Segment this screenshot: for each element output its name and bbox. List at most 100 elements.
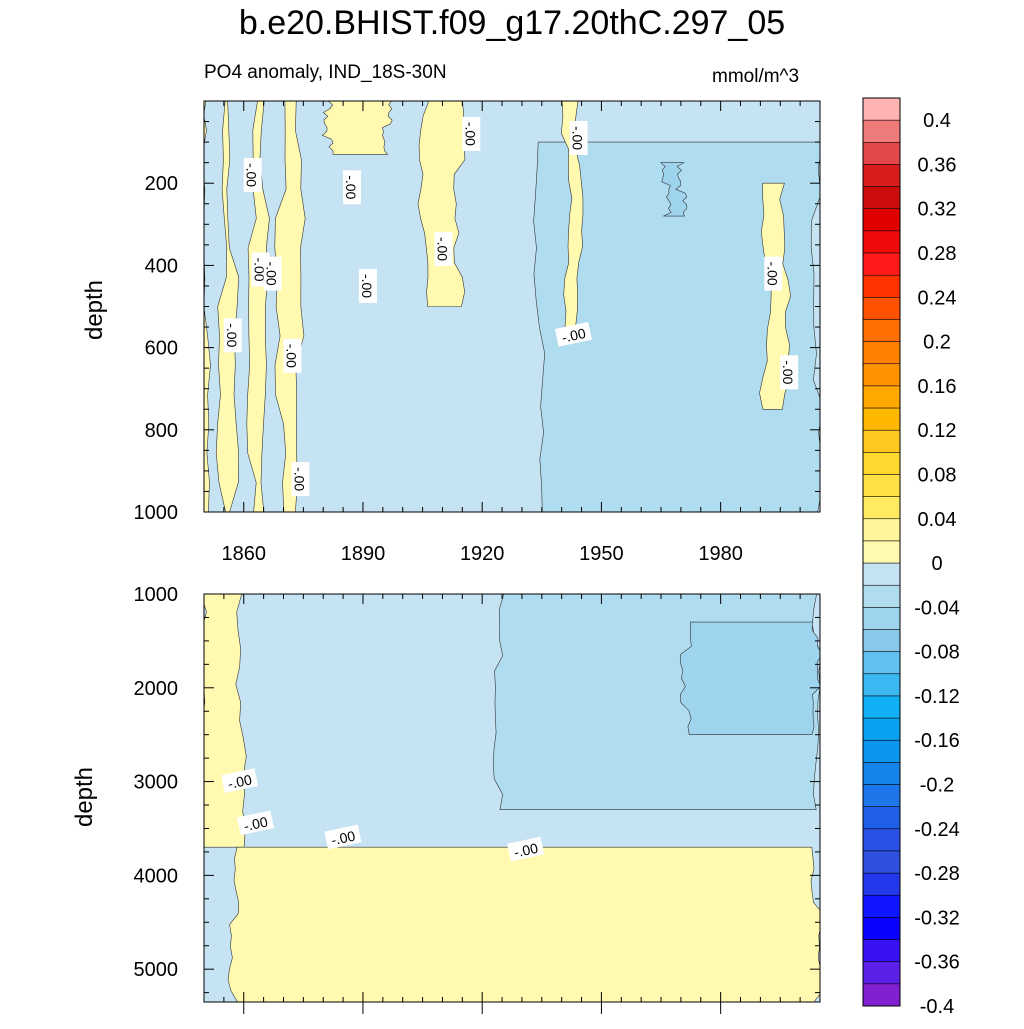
- x-tick-label: 1890: [341, 543, 386, 565]
- colorbar-tick-label: 0.32: [918, 199, 957, 221]
- colorbar-swatch: [862, 518, 901, 542]
- colorbar-tick-label: 0.28: [918, 243, 957, 265]
- colorbar-tick-label: 0: [931, 553, 942, 575]
- colorbar-swatch: [862, 119, 901, 143]
- bottom-plot-frame: [203, 593, 821, 1003]
- contour-label: -.00: [324, 824, 362, 850]
- contour-label-bg: [569, 121, 588, 155]
- colorbar-swatch: [862, 894, 901, 918]
- top-y-axis-label: depth: [81, 279, 108, 341]
- top-y-tick-label: 1000: [134, 502, 179, 524]
- bottom-field: [204, 594, 820, 1002]
- colorbar-frame: [862, 97, 901, 1007]
- contour-label: -.00: [223, 318, 242, 353]
- colorbar-swatch: [862, 784, 901, 808]
- x-tick-label: 1980: [698, 543, 743, 565]
- units-label: mmol/m^3: [712, 66, 800, 87]
- colorbar-swatch: [862, 186, 901, 210]
- colorbar-swatch: [862, 584, 901, 608]
- bottom-contour-region: [227, 846, 820, 1002]
- x-tick-label: 1920: [460, 543, 505, 565]
- top-y-tick-label: 400: [145, 255, 178, 277]
- colorbar-swatch: [862, 850, 901, 874]
- top-panel: 1860 1890 1920 1950 1980 200 400 600 800 1000 -.00…: [134, 100, 821, 565]
- colorbar-swatch: [862, 496, 901, 520]
- contour-label: -.00: [554, 321, 592, 347]
- contour-label-bg: [243, 158, 262, 192]
- colorbar-swatch: [862, 297, 901, 320]
- colorbar-swatch: [862, 319, 901, 343]
- colorbar-swatch: [862, 474, 901, 498]
- top-contour-region: [417, 101, 466, 307]
- contour-label: -.00: [236, 810, 274, 836]
- contour-label-text: -.00: [780, 360, 796, 384]
- bottom-contour-region: [679, 621, 820, 736]
- figure-title: b.e20.BHIST.f09_g17.20thC.297_05: [238, 4, 786, 42]
- top-contour-region: [533, 141, 820, 512]
- colorbar-swatch: [862, 385, 901, 409]
- contour-label-text: -.00: [291, 467, 307, 491]
- contour-label: -.00: [283, 338, 302, 373]
- contour-label-text: -.00: [359, 274, 375, 298]
- colorbar-tick-label: 0.24: [918, 287, 957, 309]
- colorbar-tick-label: -0.36: [914, 952, 960, 974]
- colorbar-swatch: [862, 762, 901, 786]
- contour-label: -.00: [434, 232, 453, 266]
- top-y-tick-label: 600: [145, 338, 178, 360]
- contour-label-bg: [223, 318, 242, 353]
- contour-label-text: -.00: [330, 828, 357, 849]
- bottom-panel: 1000 2000 3000 4000 5000 -.00 -.00 -.00 -.00: [134, 584, 821, 1014]
- colorbar-swatch: [862, 363, 901, 387]
- colorbar-swatch: [862, 739, 901, 763]
- contour-label-text: -.00: [226, 771, 253, 792]
- colorbar-tick-label: -0.04: [914, 597, 960, 619]
- colorbar-swatch: [862, 983, 901, 1007]
- colorbar-swatch: [862, 540, 901, 564]
- contour-label: -.00: [221, 768, 259, 793]
- colorbar-swatch: [862, 562, 901, 586]
- colorbar-swatch: [862, 917, 901, 941]
- contour-label-text: -.00: [435, 237, 451, 261]
- contour-label: -.00: [764, 256, 783, 291]
- colorbar-tick-label: -0.24: [914, 819, 960, 841]
- top-contour-region: [215, 101, 240, 512]
- contour-label: -.00: [243, 158, 262, 192]
- contour-label-text: -.00: [560, 325, 587, 346]
- contour-label-bg: [507, 836, 545, 862]
- contour-label: -.00: [291, 462, 310, 497]
- contour-label: -.00: [780, 355, 799, 390]
- colorbar-swatch: [862, 429, 901, 453]
- contour-label-text: -.00: [244, 163, 260, 187]
- colorbar-swatch: [862, 452, 901, 475]
- contour-label-text: -.00: [570, 126, 586, 150]
- colorbar-tick-label: -0.32: [914, 907, 960, 929]
- contour-label-text: -.00: [242, 813, 269, 834]
- colorbar-tick-label: -0.12: [914, 686, 960, 708]
- colorbar-tick-label: -0.16: [914, 730, 960, 752]
- top-field: [204, 101, 820, 512]
- colorbar-tick-label: 0.08: [918, 465, 957, 487]
- colorbar-tick-label: -0.28: [914, 863, 960, 885]
- colorbar-tick-label: -0.4: [920, 996, 954, 1018]
- contour-label-text: -.00: [343, 175, 359, 199]
- bottom-y-tick-label: 3000: [134, 772, 179, 794]
- colorbar-swatch: [862, 208, 901, 232]
- contour-label-text: -.00: [512, 840, 539, 861]
- colorbar-swatch: [862, 341, 901, 365]
- contour-label-bg: [236, 810, 274, 836]
- contour-label: -.00: [462, 116, 481, 151]
- colorbar-swatch: [862, 629, 901, 653]
- contour-label-bg: [434, 232, 453, 266]
- contour-label: -.00: [507, 836, 545, 862]
- contour-label-bg: [343, 170, 361, 205]
- colorbar-tick-label: 0.04: [918, 509, 957, 531]
- contour-label-bg: [283, 338, 302, 373]
- colorbar-swatch: [862, 164, 901, 188]
- contour-label-bg: [324, 824, 362, 850]
- contour-label-text: -.00: [224, 323, 240, 347]
- contour-label-text: -.00: [264, 262, 280, 286]
- colorbar-swatch: [862, 717, 901, 741]
- contour-label-bg: [780, 355, 799, 390]
- colorbar-swatch: [862, 607, 901, 631]
